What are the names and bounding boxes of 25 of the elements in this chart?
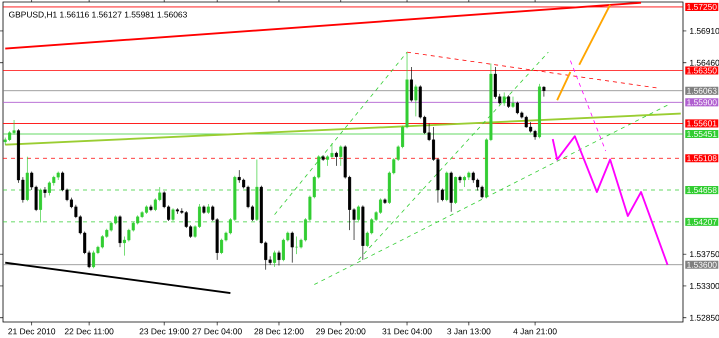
ref-line-label: 1.53600 bbox=[687, 262, 717, 268]
y-tick-label: 1.53300 bbox=[690, 282, 719, 289]
y-tick-label: 1.56910 bbox=[690, 28, 719, 34]
x-tick-label: 21 Dec 2010 bbox=[8, 328, 56, 334]
x-tick-label: 3 Jan 13:00 bbox=[447, 328, 490, 334]
ref-line-label: 1.55601 bbox=[687, 120, 717, 126]
y-tick-label: 1.56460 bbox=[690, 60, 719, 66]
x-tick-label: 23 Dec 19:00 bbox=[140, 328, 189, 334]
ref-line-label: 1.55108 bbox=[687, 155, 717, 162]
y-tick-label: 1.53750 bbox=[690, 251, 719, 258]
ref-line-label: 1.56063 bbox=[687, 88, 717, 94]
text: GBPUSD,H1 1.56116 1.56127 1.55981 1.56063 bbox=[9, 12, 187, 19]
x-tick-label: 4 Jan 21:00 bbox=[513, 328, 557, 334]
x-tick-label: 22 Dec 11:00 bbox=[64, 328, 114, 334]
x-tick-label: 28 Dec 12:00 bbox=[254, 328, 304, 334]
ref-line-label: 1.54207 bbox=[687, 218, 717, 225]
ref-line-label: 1.55900 bbox=[687, 99, 717, 106]
x-tick-label: 29 Dec 20:00 bbox=[316, 328, 366, 334]
x-tick-label: 27 Dec 04:00 bbox=[192, 328, 242, 334]
ref-line-label: 1.55451 bbox=[687, 131, 717, 137]
y-tick-label: 1.52850 bbox=[690, 314, 719, 321]
x-tick-label: 31 Dec 04:00 bbox=[382, 328, 432, 334]
ref-line-label: 1.56350 bbox=[687, 68, 717, 74]
ref-line-label: 1.57250 bbox=[687, 4, 717, 10]
ref-line-label: 1.54658 bbox=[687, 187, 717, 194]
